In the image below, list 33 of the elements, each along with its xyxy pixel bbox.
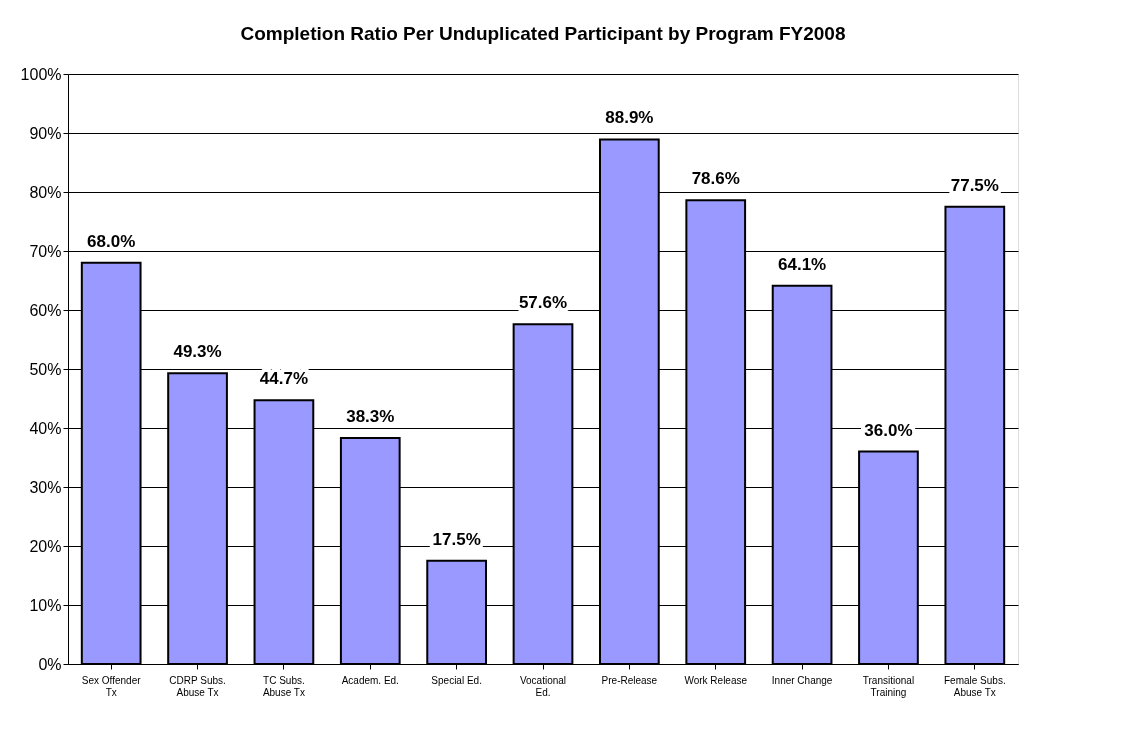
data-label: 77.5% xyxy=(950,175,999,195)
y-tick-label: 80% xyxy=(29,183,62,201)
y-tick-label: 70% xyxy=(29,242,62,260)
data-label: 88.9% xyxy=(605,108,654,128)
y-tick-label: 40% xyxy=(29,419,62,437)
y-tick-label: 30% xyxy=(29,478,62,496)
y-tick-label: 20% xyxy=(29,537,62,555)
x-tick-label: Pre-Release xyxy=(601,674,658,686)
x-tick-label: Female Subs. Abuse Tx xyxy=(943,674,1006,698)
x-tick-label: Academ. Ed. xyxy=(341,674,399,686)
data-label: 64.1% xyxy=(777,254,827,274)
data-label: 57.6% xyxy=(518,293,568,313)
x-tick-label: Vocational Ed. xyxy=(519,674,567,698)
data-label: 38.3% xyxy=(346,407,395,427)
x-tick-label: Special Ed. xyxy=(431,674,482,686)
y-tick-label: 100% xyxy=(20,65,62,83)
x-tick-label: CDRP Subs. Abuse Tx xyxy=(169,674,226,698)
data-label: 49.3% xyxy=(173,342,222,362)
y-tick-label: 0% xyxy=(38,655,62,673)
data-label: 44.7% xyxy=(259,369,309,389)
y-tick-label: 60% xyxy=(29,301,62,319)
chart-title: Completion Ratio Per Unduplicated Participant by Program FY2008 xyxy=(240,23,846,44)
y-tick-label: 10% xyxy=(29,596,62,614)
x-tick-label: TC Subs. Abuse Tx xyxy=(262,674,305,698)
y-tick-label: 50% xyxy=(29,360,62,378)
x-tick-label: Sex Offender Tx xyxy=(81,674,142,698)
data-label: 78.6% xyxy=(691,169,740,189)
x-tick-label: Transitional Training xyxy=(862,674,915,698)
data-label: 68.0% xyxy=(87,231,136,251)
data-label: 17.5% xyxy=(432,529,481,549)
y-tick-label: 90% xyxy=(29,124,62,142)
x-tick-label: Inner Change xyxy=(771,674,833,686)
x-tick-label: Work Release xyxy=(684,674,748,686)
